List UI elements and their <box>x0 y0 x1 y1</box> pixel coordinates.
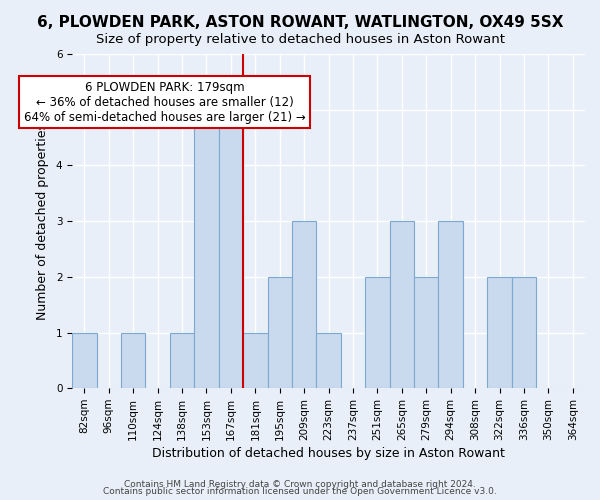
Bar <box>512 277 536 388</box>
Y-axis label: Number of detached properties: Number of detached properties <box>36 122 49 320</box>
Bar <box>316 332 341 388</box>
Bar <box>439 221 463 388</box>
Text: Size of property relative to detached houses in Aston Rowant: Size of property relative to detached ho… <box>95 32 505 46</box>
Bar <box>365 277 389 388</box>
Bar <box>170 332 194 388</box>
Bar <box>218 110 243 388</box>
Bar <box>292 221 316 388</box>
Bar <box>243 332 268 388</box>
Text: Contains public sector information licensed under the Open Government Licence v3: Contains public sector information licen… <box>103 487 497 496</box>
Bar <box>268 277 292 388</box>
Bar <box>389 221 414 388</box>
Bar <box>414 277 439 388</box>
Bar <box>194 110 218 388</box>
X-axis label: Distribution of detached houses by size in Aston Rowant: Distribution of detached houses by size … <box>152 447 505 460</box>
Bar <box>72 332 97 388</box>
Text: 6, PLOWDEN PARK, ASTON ROWANT, WATLINGTON, OX49 5SX: 6, PLOWDEN PARK, ASTON ROWANT, WATLINGTO… <box>37 15 563 30</box>
Bar <box>487 277 512 388</box>
Bar <box>121 332 145 388</box>
Text: Contains HM Land Registry data © Crown copyright and database right 2024.: Contains HM Land Registry data © Crown c… <box>124 480 476 489</box>
Text: 6 PLOWDEN PARK: 179sqm
← 36% of detached houses are smaller (12)
64% of semi-det: 6 PLOWDEN PARK: 179sqm ← 36% of detached… <box>23 80 305 124</box>
